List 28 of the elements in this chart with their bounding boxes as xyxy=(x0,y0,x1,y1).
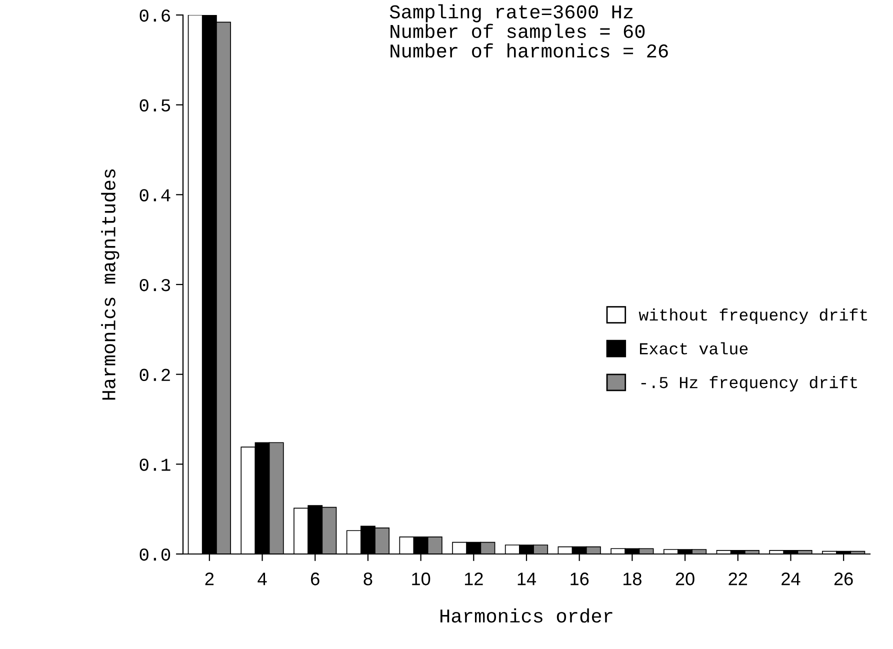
x-axis-title: Harmonics order xyxy=(440,608,612,623)
annotation: Number of samples = 60 xyxy=(390,24,645,42)
y-tick-label: 0.1 xyxy=(140,458,170,471)
annotation: Number of harmonics = 26 xyxy=(390,43,668,58)
annotation: Sampling rate=3600 Hz xyxy=(390,4,633,22)
x-tick-label: 14 xyxy=(518,572,536,586)
x-tick-label: 16 xyxy=(570,572,589,586)
x-tick-label: 20 xyxy=(676,572,694,586)
y-tick-label: 0.5 xyxy=(140,99,170,112)
legend-label: Exact value xyxy=(640,342,748,354)
y-tick-label: 0.4 xyxy=(140,189,170,202)
y-tick-label: 0.0 xyxy=(140,548,170,561)
y-axis-title: Harmonics magnitudes xyxy=(101,169,120,400)
x-tick-label: 18 xyxy=(624,572,642,586)
legend-label: without frequency drift xyxy=(638,308,867,324)
y-tick-label: 0.3 xyxy=(140,278,170,292)
x-tick-label: 26 xyxy=(834,572,853,586)
x-tick-label: 22 xyxy=(728,572,748,586)
y-tick-label: 0.2 xyxy=(140,368,170,382)
x-tick-label: 10 xyxy=(412,572,430,586)
x-tick-label: 6 xyxy=(311,572,320,586)
legend-label: -.5 Hz frequency drift xyxy=(641,376,857,392)
x-tick-label: 24 xyxy=(782,572,800,586)
x-tick-label: 2 xyxy=(205,572,214,586)
x-tick-label: 4 xyxy=(258,572,267,586)
y-tick-label: 0.6 xyxy=(140,9,170,22)
x-tick-label: 8 xyxy=(364,572,372,586)
x-tick-label: 12 xyxy=(464,572,483,586)
